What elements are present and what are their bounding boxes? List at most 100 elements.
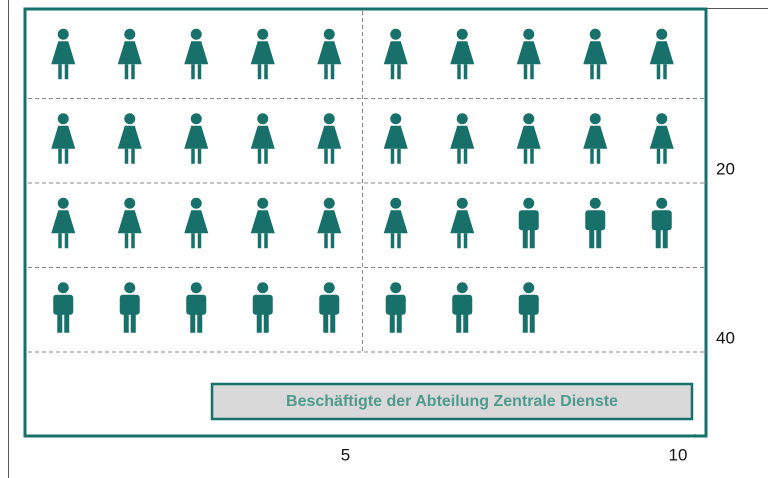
body [317,210,342,234]
leg [330,233,335,249]
head [323,28,335,40]
leg [463,64,468,80]
body [51,41,76,65]
leg [264,233,268,249]
body [518,210,539,231]
leg [64,64,69,80]
head [456,197,468,209]
head [656,113,668,125]
leg [191,148,195,164]
leg [396,313,402,333]
body [383,210,408,234]
figure-group [53,197,672,333]
leg [131,233,135,249]
body [583,125,608,149]
leg [590,64,594,80]
leg [655,229,661,249]
body [585,210,606,231]
leg [523,148,528,164]
head [656,28,668,40]
head [390,28,402,40]
leg [64,148,69,164]
leg [596,229,602,249]
leg [264,64,268,80]
leg [64,313,70,333]
leg [456,313,462,333]
head [124,282,136,294]
body [383,41,408,65]
leg [323,313,329,333]
x-tick-label: 10 [669,445,688,464]
head [57,282,69,294]
leg [457,233,461,249]
head [190,197,202,209]
leg [457,148,461,164]
head [257,282,269,294]
head [589,113,601,125]
head [57,28,69,40]
body [649,41,674,65]
leg [663,148,667,164]
body [651,210,672,231]
body [250,210,275,234]
head [589,28,601,40]
body [649,125,674,149]
body [319,294,340,315]
leg [522,229,528,249]
leg [397,64,401,80]
leg [324,64,328,80]
body [317,41,342,65]
head [523,197,535,209]
leg [324,148,328,164]
leg [197,64,202,80]
figure-group [51,28,674,249]
leg [457,64,461,80]
head [656,197,668,209]
head [190,28,202,40]
body [583,41,608,65]
leg [463,148,468,164]
body [385,294,406,315]
leg [523,64,528,80]
head [57,197,69,209]
leg [590,148,594,164]
leg [124,148,129,164]
leg [522,313,528,333]
body [186,294,207,315]
body [117,125,142,149]
head [257,113,269,125]
body [119,294,140,315]
body [317,125,342,149]
head [523,113,535,125]
leg [330,148,335,164]
body [184,41,209,65]
leg [656,148,661,164]
head [257,28,269,40]
leg [330,64,335,80]
leg [397,148,401,164]
head [456,113,468,125]
leg [656,64,661,80]
leg [197,233,202,249]
leg [589,229,595,249]
body [383,125,408,149]
label-text: Beschäftigte der Abteilung Zentrale Dien… [286,393,618,410]
head [257,197,269,209]
body [450,41,475,65]
leg [529,229,535,249]
leg [257,64,262,80]
head [456,282,468,294]
body [51,210,76,234]
leg [324,233,328,249]
head [456,28,468,40]
head [323,113,335,125]
leg [596,148,601,164]
head [57,113,69,125]
leg [390,148,395,164]
leg [197,148,202,164]
leg [530,64,534,80]
leg [663,64,667,80]
leg [57,313,63,333]
body [51,125,76,149]
leg [330,313,336,333]
